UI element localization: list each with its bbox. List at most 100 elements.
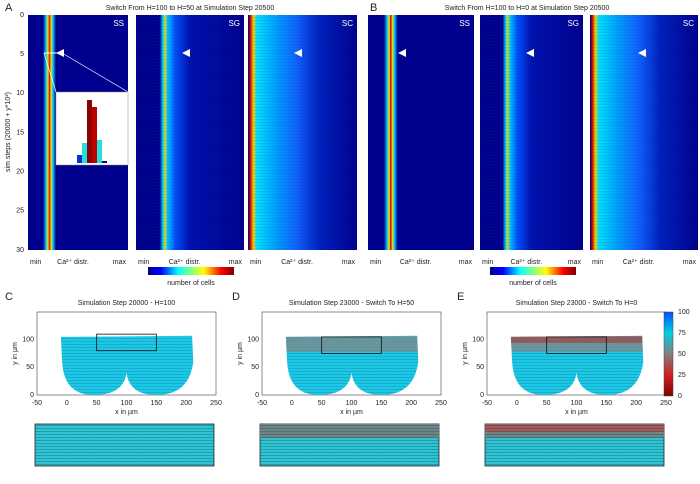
- x-label: min: [30, 259, 41, 266]
- x-tick-label: -50: [482, 400, 492, 407]
- y-axis-label: y in µm: [12, 342, 19, 365]
- y-tick-label: 50: [251, 364, 259, 371]
- inset-bar: [102, 161, 107, 163]
- x-tick-label: 50: [318, 400, 326, 407]
- zoom-line: [61, 52, 129, 93]
- top-layer: [510, 336, 644, 343]
- zoom-texture: [485, 424, 664, 466]
- x-label: max: [459, 259, 473, 266]
- y-tick-label: 30: [16, 247, 24, 254]
- zoom-texture: [260, 424, 439, 466]
- panel-label: C: [5, 291, 13, 303]
- x-label: max: [683, 259, 697, 266]
- x-tick-label: 250: [660, 400, 672, 407]
- x-tick-label: 0: [290, 400, 294, 407]
- subplot-label: SS: [459, 19, 470, 28]
- inset-bar: [92, 107, 97, 163]
- panel-title: Simulation Step 20000 - H=100: [78, 300, 176, 307]
- x-tick-label: -50: [257, 400, 267, 407]
- colorbar-tick-label: 75: [678, 330, 686, 337]
- x-tick-label: 150: [150, 400, 162, 407]
- x-axis-label: x in µm: [565, 409, 588, 416]
- x-label: Ca²⁺ distr.: [510, 259, 542, 266]
- x-tick-label: -50: [32, 400, 42, 407]
- arrow-marker: [638, 49, 646, 57]
- y-tick-label: 0: [20, 12, 24, 19]
- x-tick-label: 50: [93, 400, 101, 407]
- inset-bar: [87, 100, 92, 163]
- x-label: Ca²⁺ distr.: [57, 259, 89, 266]
- y-axis-label: y in µm: [462, 342, 469, 365]
- x-label: Ca²⁺ distr.: [281, 259, 313, 266]
- arrow-marker: [398, 49, 406, 57]
- x-label: min: [250, 259, 261, 266]
- colorbar: [663, 311, 674, 397]
- panel-label: B: [370, 2, 377, 14]
- x-tick-label: 200: [630, 400, 642, 407]
- x-label: Ca²⁺ distr.: [169, 259, 201, 266]
- colorbar-label: number of cells: [167, 280, 215, 287]
- x-label: min: [138, 259, 149, 266]
- y-tick-label: 100: [472, 337, 484, 344]
- inset-bar: [82, 143, 87, 163]
- x-label: min: [370, 259, 381, 266]
- y-tick-label: 50: [26, 364, 34, 371]
- y-tick-label: 15: [16, 129, 24, 136]
- x-tick-label: 150: [375, 400, 387, 407]
- colorbar-tick-label: 0: [678, 393, 682, 400]
- heatmap: [368, 15, 474, 250]
- y-tick-label: 100: [247, 337, 259, 344]
- subplot-label: SG: [567, 19, 579, 28]
- zoom-box: [321, 336, 382, 354]
- x-tick-label: 250: [435, 400, 447, 407]
- colorbar-label: number of cells: [509, 280, 557, 287]
- x-label: max: [568, 259, 582, 266]
- arrow-marker: [526, 49, 534, 57]
- panel-title: Simulation Step 23000 - Switch To H=0: [516, 300, 638, 307]
- y-tick-label: 5: [20, 51, 24, 58]
- y-tick-label: 0: [255, 392, 259, 399]
- x-label: Ca²⁺ distr.: [623, 259, 655, 266]
- subplot-label: SC: [342, 19, 353, 28]
- inset-bar: [97, 140, 102, 163]
- colorbar: [490, 267, 576, 275]
- subplot-label: SC: [683, 19, 694, 28]
- y-tick-label: 0: [480, 392, 484, 399]
- x-label: min: [592, 259, 603, 266]
- x-axis-label: x in µm: [115, 409, 138, 416]
- panel-title: Switch From H=100 to H=50 at Simulation …: [106, 5, 275, 12]
- x-tick-label: 250: [210, 400, 222, 407]
- x-tick-label: 200: [405, 400, 417, 407]
- x-label: min: [482, 259, 493, 266]
- top-layer: [285, 336, 419, 352]
- x-label: max: [113, 259, 127, 266]
- colorbar: [148, 267, 234, 275]
- panel-title: Simulation Step 23000 - Switch To H=50: [289, 300, 414, 307]
- y-tick-label: 100: [22, 337, 34, 344]
- y-tick-label: 20: [16, 169, 24, 176]
- x-tick-label: 100: [346, 400, 358, 407]
- subplot-label: SS: [113, 19, 124, 28]
- colorbar-tick-label: 100: [678, 309, 690, 316]
- x-tick-label: 150: [600, 400, 612, 407]
- x-label: max: [342, 259, 356, 266]
- y-tick-label: 50: [476, 364, 484, 371]
- y-tick-label: 10: [16, 90, 24, 97]
- colorbar-tick-label: 50: [678, 351, 686, 358]
- zoom-texture: [35, 424, 214, 466]
- arrow-marker: [294, 49, 302, 57]
- y-axis-label: y in µm: [237, 342, 244, 365]
- x-tick-label: 0: [515, 400, 519, 407]
- panel-title: Switch From H=100 to H=0 at Simulation S…: [445, 5, 610, 12]
- arrow-marker: [182, 49, 190, 57]
- x-tick-label: 200: [180, 400, 192, 407]
- zoom-box: [96, 333, 157, 352]
- zoom-box: [546, 336, 607, 354]
- panel-label: A: [5, 2, 13, 14]
- heatmap-streaks: [248, 15, 357, 250]
- panel-label: D: [232, 291, 240, 303]
- subplot-label: SG: [228, 19, 240, 28]
- x-tick-label: 0: [65, 400, 69, 407]
- y-tick-label: 25: [16, 208, 24, 215]
- y-axis-label: sim steps (20000 + y*10²): [5, 92, 12, 172]
